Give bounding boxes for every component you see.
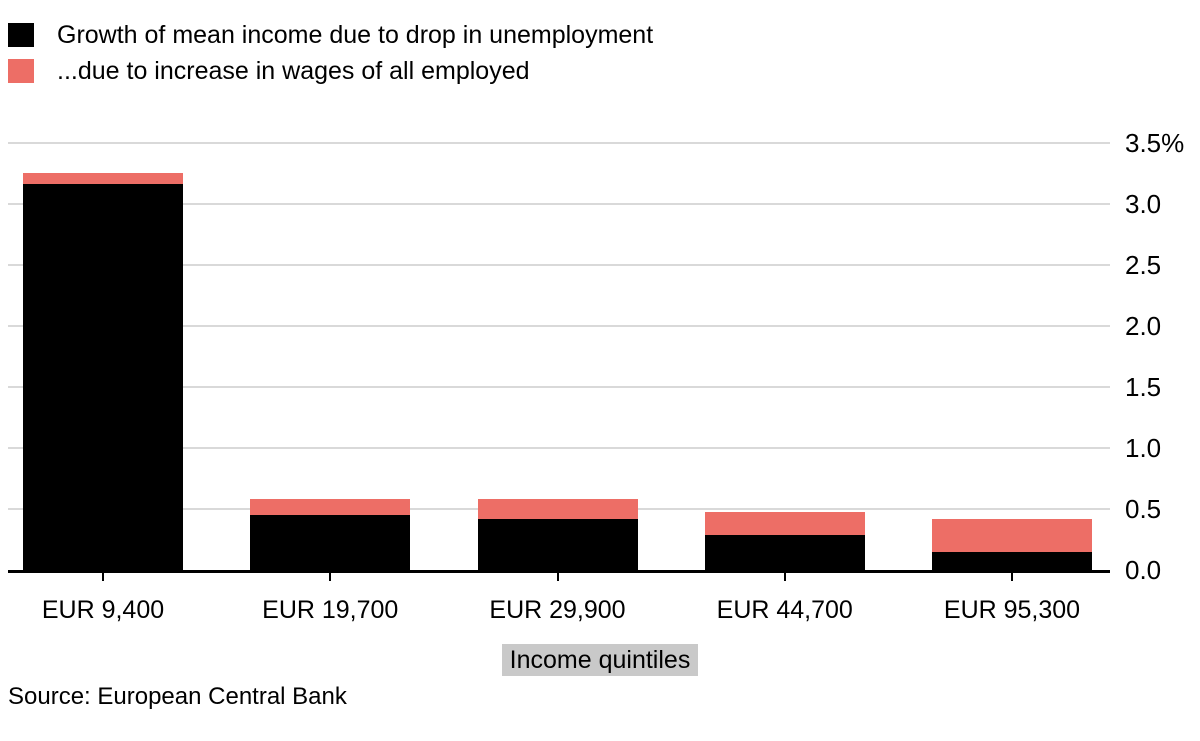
bar-segment-unemployment-2: [478, 519, 638, 570]
x-axis-category-label: EUR 44,700: [716, 596, 853, 624]
bar-segment-unemployment-0: [23, 184, 183, 570]
gridline: [8, 142, 1110, 144]
bar-segment-unemployment-3: [705, 535, 865, 570]
bar-segment-unemployment-4: [932, 552, 1092, 570]
gridline: [8, 447, 1110, 449]
x-axis-tick: [783, 572, 786, 581]
x-axis-tick: [1011, 572, 1013, 581]
source-note: Source: European Central Bank: [8, 683, 347, 710]
x-axis-tick: [329, 572, 332, 581]
y-axis-tick-label: 3.0: [1125, 189, 1162, 219]
gridline: [8, 386, 1110, 388]
bar-segment-unemployment-1: [250, 515, 410, 570]
x-axis-tick: [102, 572, 104, 581]
x-axis-line: [8, 570, 1110, 573]
gridline: [8, 203, 1110, 205]
y-axis-tick-label: 0.0: [1125, 555, 1162, 585]
y-axis-tick-label: 1.5: [1125, 372, 1162, 402]
x-axis-category-label: EUR 29,900: [489, 596, 626, 624]
legend-swatch-icon: [8, 23, 34, 47]
bar-segment-wages-2: [478, 499, 638, 519]
x-axis-category-label: EUR 9,400: [41, 596, 165, 624]
xaxis-title: Income quintiles: [501, 644, 699, 676]
y-axis-tick-label: 3.5%: [1125, 128, 1185, 158]
bar-segment-wages-4: [932, 519, 1092, 552]
legend-item: ...due to increase in wages of all emplo…: [8, 58, 530, 84]
bar-segment-wages-0: [23, 173, 183, 184]
gridline: [8, 264, 1110, 266]
legend-swatch-icon: [8, 59, 34, 83]
y-axis-tick-label: 2.0: [1125, 311, 1162, 341]
gridline: [8, 325, 1110, 327]
x-axis-tick: [556, 572, 559, 581]
legend-label: Growth of mean income due to drop in une…: [57, 21, 654, 49]
bar-segment-wages-3: [705, 512, 865, 535]
x-axis-category-label: EUR 19,700: [262, 596, 399, 624]
x-axis-category-label: EUR 95,300: [943, 596, 1081, 624]
xaxis-title-row: Income quintiles: [0, 644, 1200, 676]
legend-label: ...due to increase in wages of all emplo…: [57, 57, 530, 85]
y-axis-tick-label: 1.0: [1125, 433, 1162, 463]
y-axis-tick-label: 0.5: [1125, 494, 1162, 524]
legend-item: Growth of mean income due to drop in une…: [8, 22, 653, 48]
bar-segment-wages-1: [250, 499, 410, 515]
y-axis-tick-label: 2.5: [1125, 250, 1162, 280]
